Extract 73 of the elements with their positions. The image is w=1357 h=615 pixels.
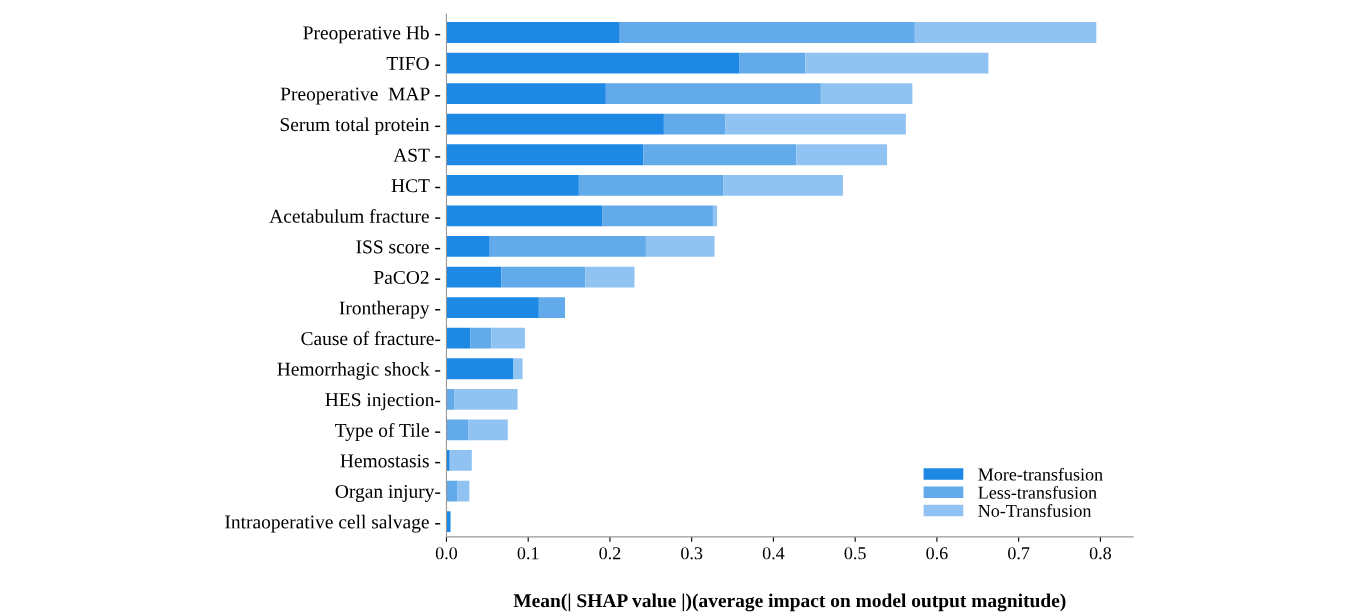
x-tick-label: 0.8 <box>1089 547 1111 560</box>
bar <box>446 358 514 380</box>
bar <box>457 480 470 502</box>
bar <box>446 83 606 105</box>
y-tick-label: PaCO2 - <box>373 270 441 284</box>
bar <box>446 22 620 43</box>
bar <box>605 83 821 105</box>
legend-label: Less-transfusion <box>978 485 1097 499</box>
bar <box>725 113 906 135</box>
bar <box>643 144 797 166</box>
bar <box>513 358 523 380</box>
bar <box>446 266 502 288</box>
bar <box>468 419 508 441</box>
bar <box>446 52 740 74</box>
x-tick-label: 0.0 <box>435 547 458 560</box>
bar <box>446 236 490 257</box>
x-tick-label: 0.6 <box>926 547 948 560</box>
bar <box>446 144 644 166</box>
bar <box>663 113 726 135</box>
x-tick-label: 0.1 <box>517 547 539 560</box>
bar <box>446 174 579 196</box>
bar <box>796 144 888 166</box>
x-tick-label: 0.7 <box>1008 547 1030 560</box>
y-tick-label: Hemostasis - <box>340 454 441 468</box>
y-tick-label: Preoperative MAP - <box>280 87 441 105</box>
bar <box>446 450 450 471</box>
bar <box>491 327 525 349</box>
y-tick-label: Cause of fracture- <box>301 331 441 346</box>
y-tick-label: HCT - <box>391 179 441 193</box>
bar <box>454 388 518 410</box>
y-tick-label: HES injection- <box>325 393 441 411</box>
bar <box>446 388 455 410</box>
y-tick-label: TIFO - <box>386 56 441 70</box>
bar <box>820 83 913 105</box>
bar <box>446 327 471 349</box>
bar <box>449 450 472 471</box>
y-tick-label: Intraoperative cell salvage - <box>225 514 441 533</box>
bar <box>578 174 724 196</box>
bar <box>585 266 635 288</box>
bar <box>470 327 492 349</box>
bar <box>619 22 915 43</box>
bar <box>602 205 713 227</box>
bar <box>446 511 451 532</box>
y-tick-label: Type of Tile - <box>335 423 441 441</box>
x-tick-label: 0.4 <box>762 547 785 560</box>
y-tick-label: AST - <box>393 148 441 162</box>
y-tick-label: Serum total protein - <box>280 117 441 136</box>
bar <box>805 52 989 74</box>
bar <box>501 266 586 288</box>
bar <box>446 205 603 227</box>
bar <box>914 22 1097 43</box>
y-tick-label: Acetabulum fracture - <box>269 208 441 223</box>
x-tick-label: 0.3 <box>681 547 703 560</box>
bar <box>739 52 806 74</box>
x-tick-label: 0.2 <box>599 547 621 560</box>
bar <box>538 297 565 319</box>
x-tick-label: 0.5 <box>844 547 866 560</box>
y-tick-label: Hemorrhagic shock - <box>277 362 441 380</box>
x-axis-title: Mean(| SHAP value |)(average impact on model output magnitude) <box>513 593 1066 612</box>
bar <box>645 236 715 257</box>
bar <box>446 113 664 135</box>
legend-label: More-transfusion <box>978 467 1103 481</box>
y-tick-label: Preoperative Hb - <box>303 25 441 44</box>
legend-label: No-Transfusion <box>978 504 1092 517</box>
bar <box>489 236 646 257</box>
y-tick-label: Organ injury- <box>335 484 441 502</box>
y-tick-label: ISS score - <box>356 240 441 254</box>
bar <box>723 174 843 196</box>
y-tick-label: Irontherapy - <box>339 300 441 319</box>
bar <box>446 419 469 441</box>
bar <box>446 480 458 502</box>
bar <box>712 205 718 227</box>
bar <box>446 297 539 319</box>
